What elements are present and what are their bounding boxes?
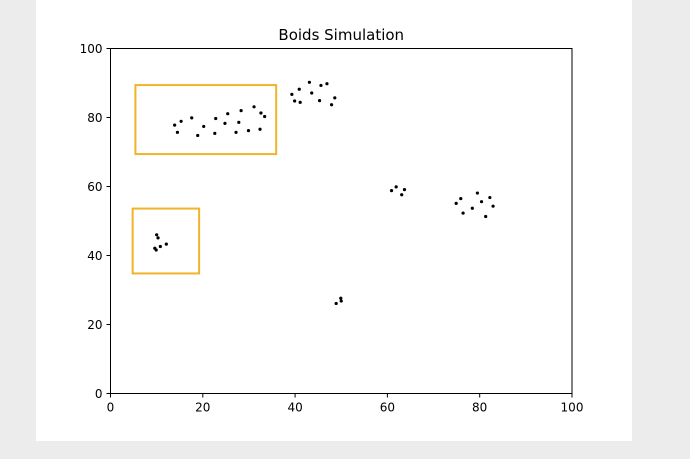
boid-point	[470, 206, 474, 210]
boid-point	[459, 196, 463, 201]
boid-point	[158, 244, 162, 249]
boid-point	[173, 123, 177, 127]
boid-point	[339, 296, 343, 300]
boid-point	[263, 114, 267, 119]
y-tick-label: 60	[87, 180, 102, 194]
boid-point	[488, 195, 492, 200]
boid-point	[164, 242, 168, 246]
boid-point	[389, 189, 394, 193]
boid-point	[329, 103, 334, 107]
boid-point	[307, 80, 312, 84]
boid-point	[454, 201, 458, 206]
y-tick-label: 0	[95, 387, 103, 401]
highlight-box-1	[134, 84, 278, 156]
boid-point	[298, 100, 302, 104]
boid-point	[339, 299, 343, 303]
boid-point	[226, 112, 230, 116]
boid-point	[293, 99, 297, 103]
boid-point	[310, 91, 314, 95]
x-tick-label: 100	[561, 401, 584, 415]
boid-point	[202, 124, 206, 129]
x-tick-label: 40	[287, 401, 302, 415]
boid-point	[402, 188, 407, 192]
boid-point	[484, 214, 488, 219]
y-tick-label: 20	[87, 318, 102, 332]
boid-point	[175, 130, 180, 134]
boid-point	[155, 233, 159, 237]
highlight-box-2	[131, 207, 201, 275]
chart-title: Boids Simulation	[278, 26, 404, 44]
axes: 0 20 40 60 80 100 0 20 40 60 80 100	[80, 42, 584, 415]
figure: Boids Simulation 0 20 40 60 80 100 0 20 40 60 80 10…	[36, 0, 632, 441]
boid-point	[333, 96, 337, 100]
boid-point	[475, 191, 479, 195]
boid-point	[400, 193, 404, 197]
boid-point	[234, 130, 238, 134]
boid-point	[156, 236, 160, 240]
boid-point	[325, 82, 329, 86]
boid-point	[258, 127, 262, 131]
highlight-boxes	[131, 84, 278, 275]
plot-area	[110, 48, 572, 394]
boid-points	[153, 80, 495, 306]
boid-point	[317, 98, 322, 103]
boid-point	[259, 111, 263, 115]
boid-point	[179, 119, 183, 123]
boid-point	[479, 200, 484, 204]
boid-point	[239, 109, 243, 113]
y-tick-label: 80	[87, 111, 102, 125]
boid-point	[491, 204, 495, 208]
boid-point	[223, 121, 227, 125]
x-tick-label: 20	[195, 401, 210, 415]
boid-point	[154, 248, 158, 252]
y-tick-label: 40	[87, 249, 102, 263]
boid-point	[196, 133, 200, 138]
boid-point	[190, 116, 194, 120]
boid-point	[252, 105, 256, 109]
boids-chart: Boids Simulation 0 20 40 60 80 100 0 20 40 60 80 10…	[80, 26, 584, 415]
boid-point	[297, 87, 301, 91]
axes-frame	[110, 48, 573, 394]
boid-point	[394, 185, 398, 189]
boid-point	[246, 129, 251, 133]
boid-point	[334, 301, 338, 306]
x-tick-label: 0	[107, 401, 115, 415]
y-tick-label: 100	[80, 42, 103, 56]
boid-point	[461, 211, 465, 215]
x-tick-label: 60	[380, 401, 395, 415]
boid-point	[214, 116, 218, 121]
boid-point	[213, 131, 217, 135]
boid-point	[290, 92, 294, 96]
boid-point	[237, 120, 241, 124]
x-tick-label: 80	[472, 401, 487, 415]
boid-point	[319, 83, 323, 88]
